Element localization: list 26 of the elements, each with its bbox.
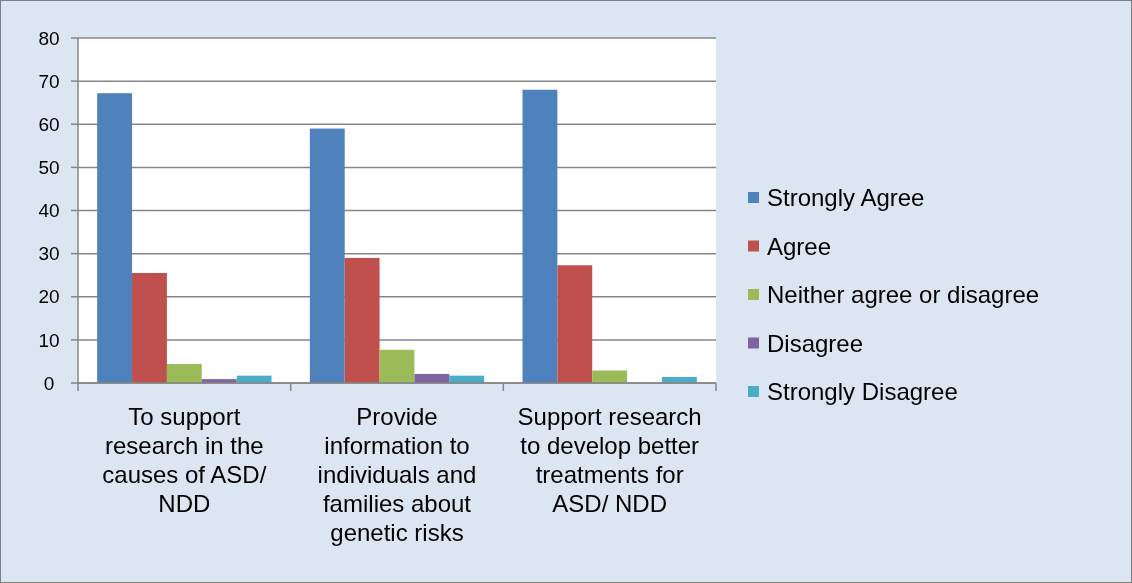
bar bbox=[97, 93, 133, 383]
legend-label: Disagree bbox=[767, 329, 864, 357]
y-tick-label: 50 bbox=[38, 157, 60, 179]
bar bbox=[557, 265, 593, 383]
legend-label: Strongly Agree bbox=[767, 184, 925, 212]
x-tick-label: Support research to develop better treatments for ASD/ NDD bbox=[517, 403, 702, 517]
bar bbox=[592, 370, 628, 383]
x-tick-label: To support research in the causes of ASD/ NDD bbox=[102, 403, 267, 517]
x-tick-label: Provide information to individuals and families about genetic risks bbox=[317, 403, 477, 546]
bar bbox=[132, 273, 167, 383]
y-tick-label: 0 bbox=[43, 372, 55, 394]
y-tick-label: 10 bbox=[38, 329, 60, 351]
legend-label: Strongly Disagree bbox=[767, 378, 958, 406]
y-tick-label: 20 bbox=[38, 286, 60, 308]
bar bbox=[309, 128, 345, 383]
bar bbox=[166, 364, 202, 383]
legend-label: Neither agree or disagree bbox=[767, 281, 1040, 309]
y-tick-label: 60 bbox=[38, 113, 60, 135]
y-tick-label: 70 bbox=[38, 70, 60, 92]
y-tick-label: 40 bbox=[38, 200, 60, 222]
legend-label: Agree bbox=[767, 232, 832, 260]
bar bbox=[344, 257, 380, 383]
y-tick-label: 30 bbox=[38, 243, 60, 265]
y-tick-label: 80 bbox=[38, 27, 60, 49]
bar bbox=[379, 349, 415, 383]
bar bbox=[522, 89, 558, 383]
